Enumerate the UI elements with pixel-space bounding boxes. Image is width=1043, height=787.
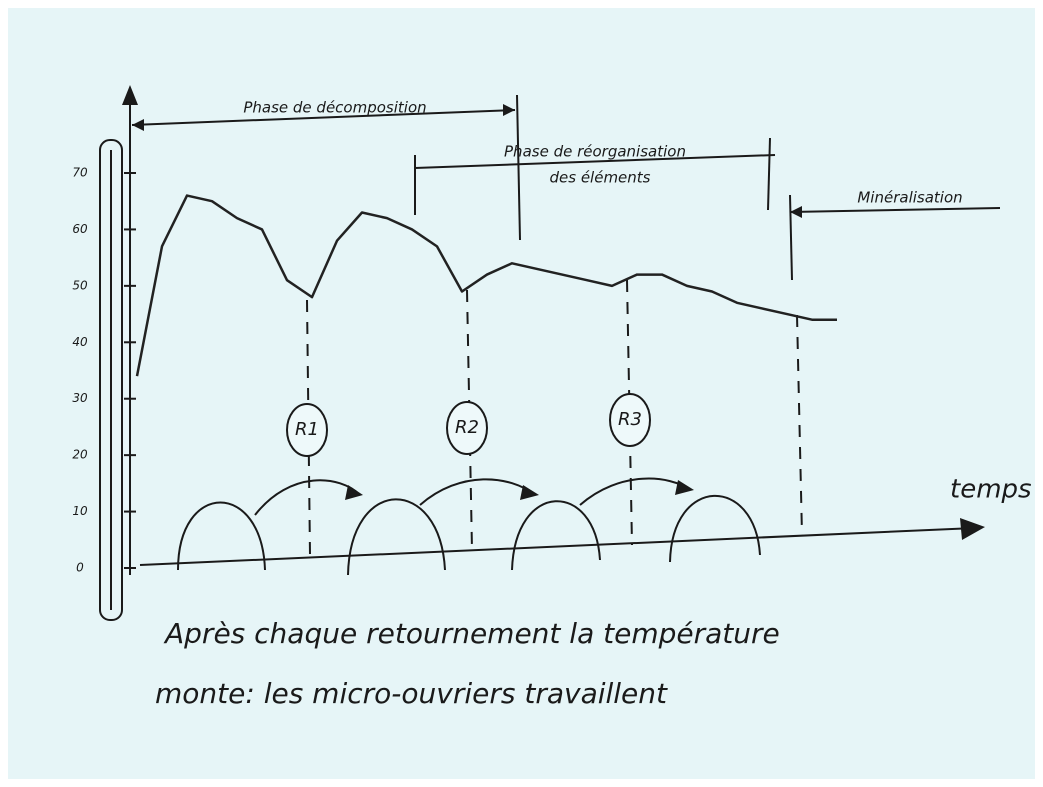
- y-tick-label: 0: [76, 561, 84, 575]
- turn-label: R1: [295, 419, 319, 440]
- turn-label: R3: [618, 409, 642, 430]
- y-tick-label: 30: [72, 391, 88, 405]
- phase-sublabel: des éléments: [549, 169, 650, 187]
- chart: temps Phase de décomposition Phase de ré…: [0, 0, 1043, 787]
- turn-label: R2: [455, 417, 479, 438]
- y-tick-label: 10: [72, 504, 88, 518]
- y-tick-label: 60: [72, 222, 88, 236]
- phase-label: Phase de décomposition: [243, 99, 426, 117]
- x-axis-label: temps: [950, 475, 1032, 505]
- y-tick-label: 40: [72, 335, 88, 349]
- y-tick-label: 70: [72, 166, 88, 180]
- caption: Après chaque retournement la température: [163, 617, 780, 650]
- y-tick-label: 50: [72, 278, 88, 292]
- phase-label: Minéralisation: [857, 189, 962, 207]
- y-tick-label: 20: [72, 448, 88, 462]
- caption: monte: les micro-ouvriers travaillent: [155, 677, 668, 710]
- phase-label: Phase de réorganisation: [504, 143, 686, 161]
